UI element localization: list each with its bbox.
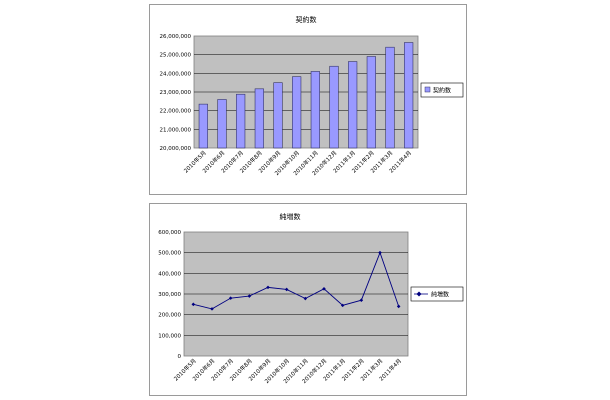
y-tick-label: 25,000,000 xyxy=(160,53,192,59)
net-additions-chart-panel: 純増数 0 100,000 200,000 300,000 400,000 500,000… xyxy=(149,203,467,396)
bar xyxy=(273,82,283,149)
data-point xyxy=(359,298,364,302)
legend: 純増数 xyxy=(410,286,464,302)
bar xyxy=(236,93,246,149)
y-tick-label: 26,000,000 xyxy=(160,34,192,40)
legend: 契約数 xyxy=(420,82,464,98)
chart-title: 契約数 xyxy=(296,15,317,24)
data-point xyxy=(210,307,214,311)
bar xyxy=(217,99,227,149)
bar xyxy=(385,46,395,149)
contracts-bar-chart: 契約数 20,000,000 21,000,000 22,000,000 23,000… xyxy=(160,15,464,177)
bar xyxy=(348,61,358,149)
bar xyxy=(329,65,339,149)
legend-label: 契約数 xyxy=(433,87,451,95)
bar xyxy=(404,42,414,149)
bar xyxy=(198,103,208,149)
y-tick-label: 100,000 xyxy=(158,333,181,339)
y-tick-label: 600,000 xyxy=(158,230,181,236)
legend-box xyxy=(420,82,464,98)
y-tick-label: 23,000,000 xyxy=(160,90,192,96)
bar xyxy=(366,56,376,149)
bar xyxy=(292,76,302,149)
y-tick-label: 24,000,000 xyxy=(160,71,192,77)
legend-marker xyxy=(416,291,422,297)
legend-label: 純増数 xyxy=(431,291,449,299)
series-line xyxy=(193,251,400,310)
y-tick-label: 200,000 xyxy=(158,313,181,319)
y-tick-label: 500,000 xyxy=(158,251,181,257)
y-tick-label: 400,000 xyxy=(158,271,181,277)
y-tick-label: 21,000,000 xyxy=(160,127,192,133)
net-additions-line-chart: 純増数 0 100,000 200,000 300,000 400,000 500,000… xyxy=(158,212,464,385)
y-tick-label: 300,000 xyxy=(158,292,181,298)
chart-title: 純増数 xyxy=(280,212,301,221)
y-tick-label: 20,000,000 xyxy=(160,146,192,152)
legend-box xyxy=(410,286,464,302)
bar xyxy=(310,71,320,149)
bar xyxy=(254,88,264,149)
y-tick-label: 0 xyxy=(178,354,182,360)
contracts-chart-panel: 契約数 20,000,000 21,000,000 22,000,000 23,000… xyxy=(149,4,467,195)
y-tick-label: 22,000,000 xyxy=(160,109,192,115)
legend-swatch xyxy=(424,86,431,93)
